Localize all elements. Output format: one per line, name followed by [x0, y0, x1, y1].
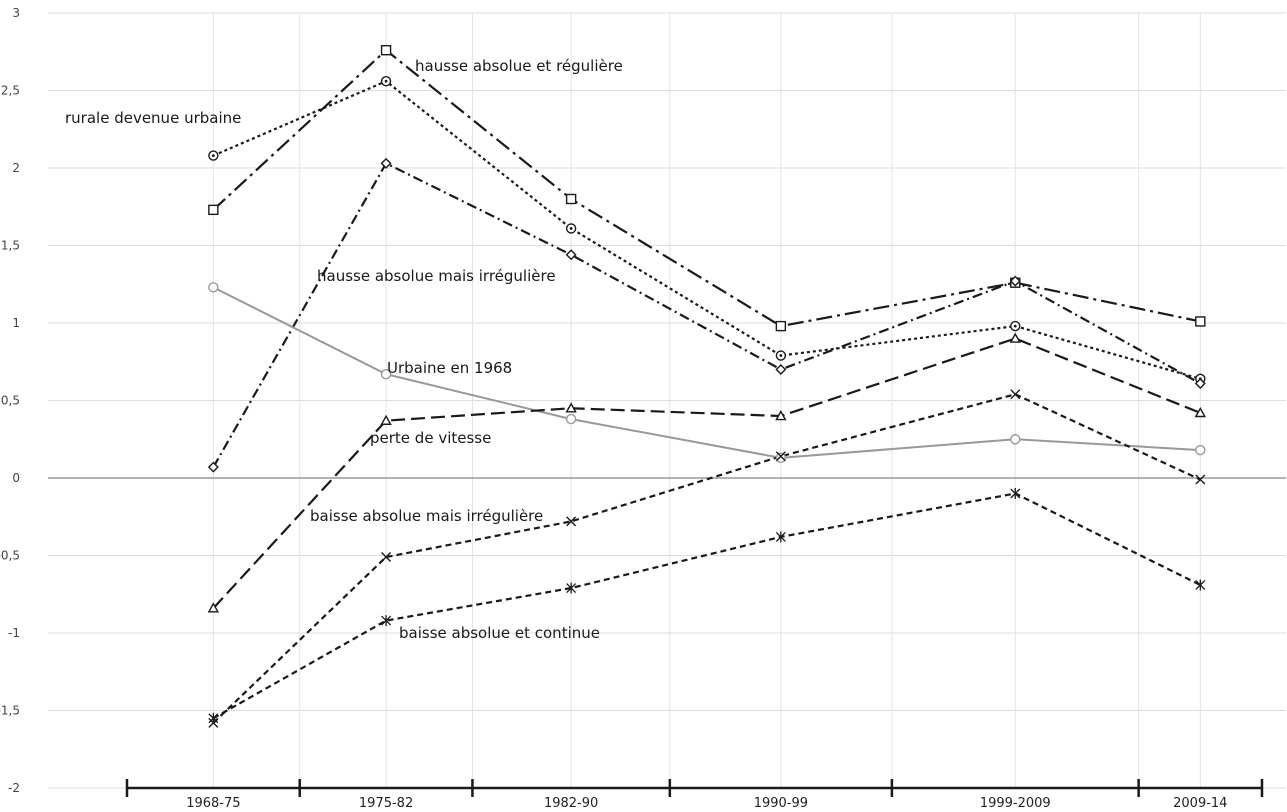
y-tick-label: -0,5 [0, 549, 20, 563]
x-tick-label: 1982-90 [544, 796, 598, 811]
data-point-s5 [380, 414, 392, 425]
data-point-s3 [207, 461, 219, 473]
series-lines [212, 49, 1201, 724]
marker-dot [211, 154, 215, 158]
data-point-s4 [380, 368, 392, 380]
data-point-s7 [1010, 488, 1021, 499]
data-point-s5 [207, 602, 220, 613]
x-tick-label: 1990-99 [754, 796, 808, 811]
data-point-s6 [566, 516, 577, 527]
series-line-s6 [212, 393, 1201, 724]
data-point-s5 [1009, 332, 1021, 343]
series-line-s4 [212, 286, 1201, 459]
marker-dot [569, 227, 573, 230]
y-tick-label: 1 [12, 316, 20, 330]
data-point-s6 [775, 451, 786, 462]
data-point-s3 [380, 157, 392, 169]
data-point-s2 [208, 150, 219, 161]
data-point-s2 [1010, 320, 1021, 332]
annotation-baisse-absolue-et-continue: baisse absolue et continue [399, 624, 600, 642]
y-tick-label: 3 [12, 6, 20, 20]
data-point-s4 [775, 452, 787, 464]
marker-dot [384, 79, 388, 83]
data-point-s7 [775, 531, 786, 543]
x-tick-label: 1999-2009 [980, 796, 1051, 811]
annotation-hausse-absolue-et-reguliere: hausse absolue et régulière [415, 57, 623, 75]
data-point-s5 [1194, 406, 1207, 418]
annotation-urbaine-en-1968: Urbaine en 1968 [387, 359, 512, 377]
series-line-s2 [212, 80, 1201, 380]
y-axis-labels: -2 -1,5 -1 -0,5 0 0,5 1 1,5 2 2,5 3 [0, 6, 20, 795]
y-tick-label: -2 [8, 781, 20, 795]
grid-lines [48, 12, 1286, 789]
y-tick-label: 0,5 [1, 394, 20, 408]
data-point-s1 [208, 204, 219, 216]
y-tick-label: -1,5 [0, 704, 20, 718]
data-point-s6 [1195, 474, 1206, 485]
data-point-s4 [208, 282, 219, 293]
annotation-rurale-devenue-urbaine: rurale devenue urbaine [65, 109, 241, 127]
y-tick-label: 1,5 [1, 239, 20, 253]
y-tick-label: 2,5 [1, 84, 20, 98]
data-point-s4 [565, 413, 577, 425]
annotation-baisse-absolue-mais-irreguliere: baisse absolue mais irrégulière [310, 507, 543, 525]
y-tick-label: -1 [8, 626, 20, 640]
series-line-s7 [212, 492, 1201, 720]
x-tick-label: 1975-82 [359, 796, 413, 811]
annotation-perte-de-vitesse: perte de vitesse [370, 429, 491, 447]
annotations: hausse absolue et régulière rurale deven… [65, 57, 623, 642]
data-point-s1 [1195, 316, 1206, 327]
data-point-s3 [775, 364, 787, 375]
data-point-s6 [1010, 389, 1021, 400]
data-point-s7 [208, 712, 219, 724]
x-axis: 1968-75 1975-82 1982-90 1990-99 1999-2009 200… [125, 779, 1264, 811]
series-line-s3 [212, 162, 1201, 468]
data-point-s2 [565, 223, 577, 234]
data-point-s4 [1195, 444, 1206, 456]
x-tick-label: 2009-14 [1173, 796, 1227, 811]
series-line-s1 [212, 49, 1201, 328]
data-point-s2 [775, 350, 787, 361]
data-point-s1 [380, 45, 392, 56]
data-point-s3 [565, 249, 577, 261]
data-point-s3 [1194, 377, 1206, 389]
data-point-s6 [381, 552, 392, 563]
data-point-s2 [380, 75, 392, 87]
data-point-s7 [566, 582, 577, 594]
series-markers [207, 45, 1207, 728]
y-tick-label: 0 [12, 471, 20, 485]
marker-dot [1013, 324, 1017, 328]
data-point-s7 [381, 615, 392, 627]
data-point-s1 [775, 320, 787, 332]
series-line-s5 [212, 337, 1201, 609]
data-point-s5 [565, 402, 577, 413]
data-point-s5 [775, 410, 787, 421]
data-point-s7 [1195, 579, 1206, 591]
y-tick-label: 2 [12, 161, 20, 175]
annotation-hausse-absolue-mais-irreguliere: hausse absolue mais irrégulière [317, 267, 556, 285]
data-point-s1 [565, 193, 577, 205]
x-tick-label: 1968-75 [186, 796, 240, 811]
data-point-s4 [1010, 434, 1021, 445]
data-point-s3 [1009, 275, 1021, 287]
marker-dot [779, 354, 783, 357]
